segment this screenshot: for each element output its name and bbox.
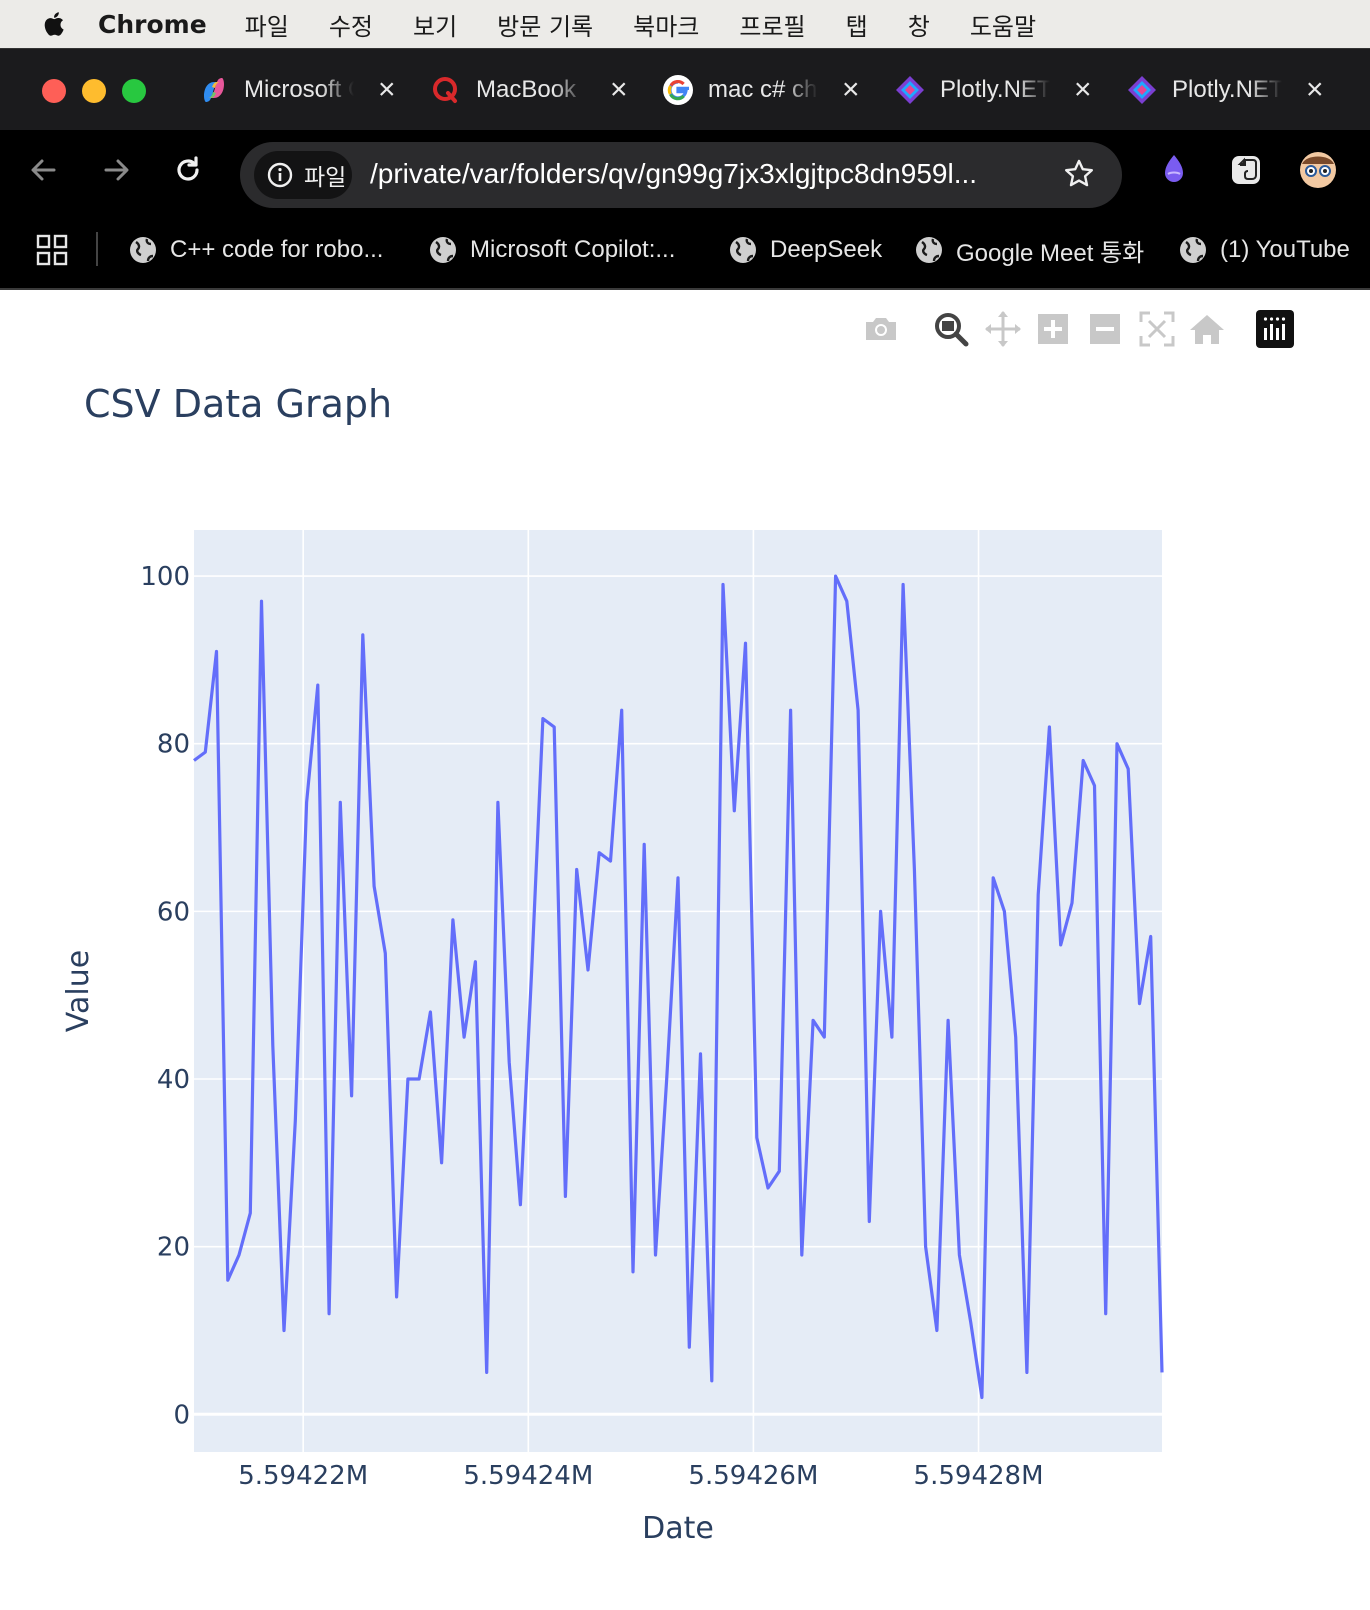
tab-title: mac c# chart	[708, 76, 818, 103]
window-minimize-button[interactable]	[82, 79, 106, 103]
tab-macbook[interactable]: MacBook ×	[414, 65, 638, 115]
tab-plotly-1[interactable]: Plotly.NET ×	[878, 65, 1102, 115]
copilot-icon	[204, 78, 224, 102]
tab-title: Plotly.NET	[940, 76, 1050, 103]
apps-grid-icon[interactable]	[36, 234, 68, 266]
browser-toolbar: 파일 /private/var/folders/qv/gn99g7jx3xlgj…	[0, 130, 1370, 210]
forward-arrow-icon[interactable]	[94, 148, 138, 192]
back-arrow-icon[interactable]	[22, 148, 66, 192]
y-tick-label: 100	[140, 562, 190, 592]
tab-close-icon[interactable]: ×	[1306, 73, 1324, 106]
zoom-out-icon[interactable]	[1084, 308, 1126, 350]
x-tick-label: 5.59422M	[238, 1461, 368, 1491]
globe-icon	[916, 237, 942, 263]
home-reset-icon[interactable]	[1186, 308, 1228, 350]
tab-close-icon[interactable]: ×	[378, 73, 396, 106]
window-zoom-button[interactable]	[122, 79, 146, 103]
chart-title: CSV Data Graph	[84, 382, 393, 426]
tab-close-icon[interactable]: ×	[610, 73, 628, 106]
menu-help[interactable]: 도움말	[969, 12, 1037, 41]
zoom-magnifier-icon[interactable]	[930, 308, 972, 350]
y-tick-label: 60	[157, 897, 190, 927]
quora-icon	[433, 77, 457, 103]
menu-profiles[interactable]: 프로필	[739, 12, 806, 41]
globe-icon	[730, 237, 756, 263]
tab-close-icon[interactable]: ×	[842, 73, 860, 106]
menu-history[interactable]: 방문 기록	[497, 12, 594, 41]
y-tick-labels: 0 20 40 60 80 100	[140, 562, 190, 1430]
camera-icon[interactable]	[860, 308, 902, 350]
bookmark-item[interactable]: Microsoft Copilot:...	[428, 230, 675, 270]
evernote-extension-icon[interactable]	[1226, 150, 1266, 190]
bookmark-star-icon[interactable]	[1062, 157, 1096, 191]
extension-purple-icon[interactable]	[1154, 150, 1194, 190]
pan-move-icon[interactable]	[982, 308, 1024, 350]
x-tick-label: 5.59428M	[914, 1461, 1044, 1491]
info-icon	[267, 162, 293, 188]
menu-window[interactable]: 창	[907, 12, 930, 41]
menu-view[interactable]: 보기	[413, 12, 458, 41]
y-tick-label: 80	[157, 730, 190, 760]
y-tick-label: 0	[173, 1400, 190, 1430]
reload-icon[interactable]	[166, 148, 210, 192]
x-tick-label: 5.59424M	[463, 1461, 593, 1491]
x-axis-label: Date	[642, 1511, 714, 1546]
globe-icon	[1180, 237, 1206, 263]
bookmark-item[interactable]: DeepSeek	[728, 230, 882, 270]
menu-bookmarks[interactable]: 북마크	[633, 12, 700, 41]
globe-icon	[430, 237, 456, 263]
bookmarks-separator	[96, 232, 98, 266]
y-axis-label: Value	[61, 950, 96, 1032]
tab-plotly-2[interactable]: Plotly.NET ×	[1110, 65, 1334, 115]
plotly-modebar	[860, 308, 1330, 358]
url-text[interactable]: /private/var/folders/qv/gn99g7jx3xlgjtpc…	[370, 158, 978, 189]
plotly-icon	[896, 76, 924, 104]
tab-title: MacBook	[476, 76, 577, 103]
series-line[interactable]	[193, 574, 1164, 1400]
address-bar[interactable]: 파일 /private/var/folders/qv/gn99g7jx3xlgj…	[240, 142, 1122, 208]
bookmark-label: Google Meet 통화	[956, 239, 1145, 267]
tab-google-search[interactable]: mac c# chart ×	[646, 65, 870, 115]
plotly-logo-icon[interactable]	[1254, 308, 1296, 350]
x-tick-label: 5.59426M	[688, 1461, 818, 1491]
globe-icon	[130, 237, 156, 263]
y-tick-label: 40	[157, 1065, 190, 1095]
macos-menubar: Chrome 파일 수정 보기 방문 기록 북마크 프로필 탭 창 도움말	[0, 0, 1370, 48]
window-close-button[interactable]	[42, 79, 66, 103]
google-icon	[663, 75, 693, 105]
zoom-in-icon[interactable]	[1032, 308, 1074, 350]
tab-title: Microsoft Copilot	[244, 76, 354, 103]
bookmark-label: (1) YouTube	[1220, 236, 1350, 263]
site-chip-label: 파일	[304, 164, 347, 190]
tab-copilot[interactable]: Microsoft Copilot ×	[182, 65, 406, 115]
site-info-chip[interactable]: 파일	[254, 151, 352, 199]
bookmarks-bar: C++ code for robo... Microsoft Copilot:.…	[0, 210, 1370, 290]
tab-close-icon[interactable]: ×	[1074, 73, 1092, 106]
x-tick-labels: 5.59422M 5.59424M 5.59426M 5.59428M	[238, 1461, 1043, 1491]
menu-app-name[interactable]: Chrome	[98, 9, 207, 39]
plotly-icon	[1128, 76, 1156, 104]
menu-edit[interactable]: 수정	[328, 12, 373, 41]
autoscale-icon[interactable]	[1136, 308, 1178, 350]
menu-file[interactable]: 파일	[244, 12, 289, 41]
plot-background	[194, 530, 1162, 1452]
avatar[interactable]	[1298, 150, 1338, 190]
bookmark-label: Microsoft Copilot:...	[470, 236, 676, 263]
tab-strip: Microsoft Copilot × MacBook × mac c# cha…	[0, 48, 1370, 131]
bookmark-item[interactable]: C++ code for robo...	[128, 230, 383, 270]
bookmark-item[interactable]: Google Meet 통화	[914, 230, 1144, 270]
tab-title: Plotly.NET	[1172, 76, 1282, 103]
bookmark-label: DeepSeek	[770, 236, 883, 263]
apple-logo-icon[interactable]	[40, 9, 70, 39]
y-tick-label: 20	[157, 1233, 190, 1263]
menu-tab[interactable]: 탭	[845, 12, 868, 41]
bookmark-label: C++ code for robo...	[170, 236, 384, 263]
bookmark-item[interactable]: (1) YouTube	[1178, 230, 1350, 270]
